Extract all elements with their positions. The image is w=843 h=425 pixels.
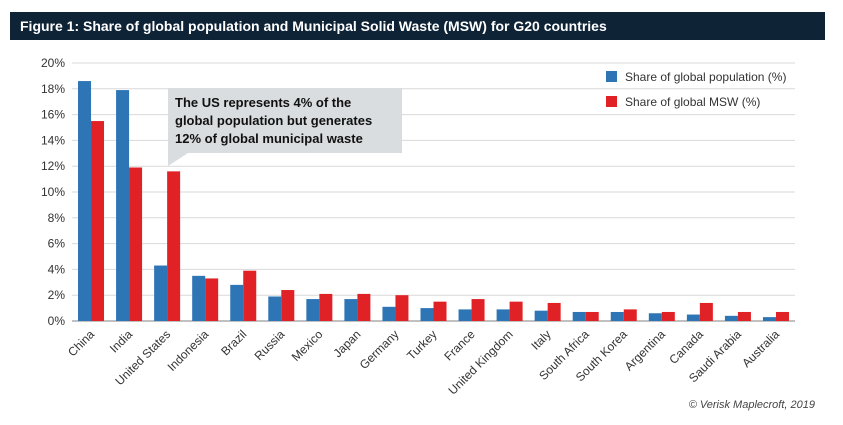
y-tick-label: 16% (41, 108, 65, 122)
annotation-pointer (168, 153, 188, 166)
x-tick-label: Russia (252, 327, 288, 363)
msw-bar (205, 278, 219, 321)
population-bar (116, 90, 130, 321)
legend-swatch-population (606, 71, 617, 82)
msw-bar (167, 171, 181, 321)
y-tick-label: 10% (41, 185, 65, 199)
population-bar (648, 313, 662, 321)
msw-bar (281, 290, 295, 321)
population-bar (724, 315, 738, 321)
annotation-text: 12% of global municipal waste (175, 131, 363, 146)
msw-bar (395, 295, 409, 321)
x-tick-label: India (107, 327, 136, 356)
y-tick-label: 4% (48, 262, 66, 276)
population-bar (458, 309, 472, 321)
population-bar (382, 306, 396, 321)
x-tick-label: Mexico (289, 327, 326, 364)
annotation-text: global population but generates (175, 113, 372, 128)
y-tick-label: 12% (41, 159, 65, 173)
y-tick-label: 0% (48, 314, 66, 328)
msw-bar (471, 299, 485, 321)
credit-text: © Verisk Maplecroft, 2019 (688, 399, 815, 411)
x-tick-label: China (65, 327, 97, 359)
population-bar (420, 308, 434, 321)
figure-title: Figure 1: Share of global population and… (10, 12, 825, 40)
annotation-box (168, 88, 402, 153)
msw-bar (737, 311, 751, 321)
msw-bar (319, 293, 333, 321)
x-tick-label: Indonesia (165, 327, 212, 374)
msw-bar (91, 121, 105, 321)
msw-bar (509, 301, 523, 321)
y-tick-label: 2% (48, 288, 66, 302)
population-bar (610, 311, 624, 321)
population-bar (306, 299, 320, 321)
population-bar (192, 275, 206, 321)
msw-bar (357, 293, 371, 321)
x-tick-label: Germany (357, 327, 402, 372)
x-tick-label: Argentina (622, 327, 668, 373)
msw-bar (623, 309, 637, 321)
y-tick-label: 18% (41, 82, 65, 96)
population-bar (154, 265, 168, 321)
x-tick-label: Turkey (404, 327, 440, 363)
msw-bar (433, 301, 447, 321)
msw-bar (547, 302, 561, 321)
population-bar (268, 296, 282, 321)
y-tick-label: 20% (41, 56, 65, 70)
annotation-text: The US represents 4% of the (175, 95, 351, 110)
msw-bar (129, 167, 143, 321)
y-tick-label: 8% (48, 211, 66, 225)
y-tick-label: 14% (41, 133, 65, 147)
msw-bar (585, 311, 599, 321)
y-tick-label: 6% (48, 237, 66, 251)
population-bar (230, 284, 244, 321)
msw-bar (243, 270, 257, 321)
population-bar (496, 309, 510, 321)
population-bar (686, 314, 700, 321)
msw-bar (775, 311, 789, 321)
population-bar (572, 311, 586, 321)
msw-bar (661, 311, 675, 321)
legend-label-msw: Share of global MSW (%) (625, 95, 760, 109)
x-tick-label: France (441, 327, 478, 364)
population-bar (534, 310, 548, 321)
x-tick-label: Italy (528, 327, 553, 352)
x-tick-label: Brazil (218, 327, 249, 358)
legend-swatch-msw (606, 96, 617, 107)
x-tick-label: Japan (330, 327, 363, 360)
legend-label-population: Share of global population (%) (625, 70, 786, 84)
population-bar (344, 299, 358, 321)
x-tick-label: Australia (739, 327, 782, 370)
population-bar (78, 81, 92, 321)
population-bar (762, 317, 776, 321)
msw-bar (699, 302, 713, 321)
